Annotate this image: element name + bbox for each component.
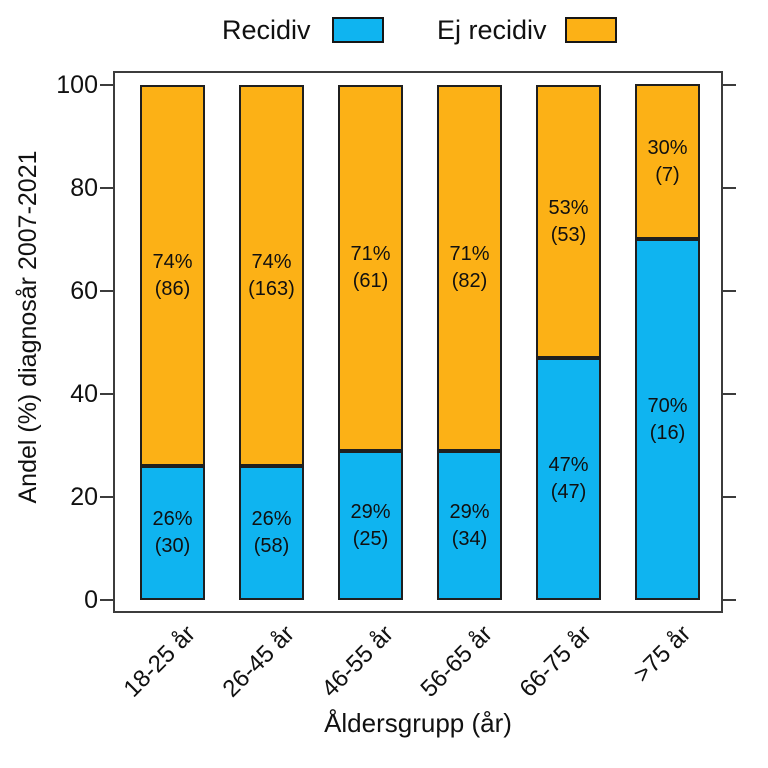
bar-segment-ej-recidiv-4: 71% (82): [437, 85, 502, 451]
bar-count-label: (58): [253, 535, 290, 557]
x-category-label-4: 56-65 år: [415, 620, 498, 703]
bar-count-label: (34): [451, 527, 488, 550]
y-tick-label-60: 60: [70, 277, 98, 305]
y-tick-left-80: [100, 187, 113, 189]
legend: Recidiv Ej recidiv: [0, 14, 768, 54]
bar-percent-label: 70%: [647, 394, 688, 417]
bar-count-label: (25): [352, 527, 389, 550]
y-tick-left-20: [100, 496, 113, 498]
x-category-label-1: 18-25 år: [118, 620, 201, 703]
x-category-label-5: 66-75 år: [514, 620, 597, 703]
bar-segment-ej-recidiv-2: 74% (163): [239, 85, 304, 466]
x-category-label-3: 46-55 år: [316, 620, 399, 703]
y-tick-left-60: [100, 290, 113, 292]
bar-segment-recidiv-5: 47% (47): [536, 358, 601, 600]
x-axis-title: Åldersgrupp (år): [324, 708, 512, 738]
bar-percent-label: 53%: [548, 196, 589, 219]
bar-segment-recidiv-1: 26% (30): [140, 466, 205, 600]
y-tick-left-100: [100, 84, 113, 86]
bar-percent-label: 26%: [152, 508, 193, 530]
y-tick-right-60: [723, 290, 736, 292]
y-tick-label-20: 20: [70, 483, 98, 511]
y-tick-label-40: 40: [70, 380, 98, 408]
bar-segment-recidiv-3: 29% (25): [338, 451, 403, 600]
bar-percent-label: 29%: [449, 500, 490, 523]
bar-count-label: (86): [154, 277, 191, 300]
bar-count-label: (47): [550, 481, 587, 503]
x-category-label-6: >75 år: [628, 620, 696, 688]
bar-percent-label: 74%: [152, 250, 193, 273]
bar-count-label: (16): [649, 421, 686, 444]
plot-area: 26% (30) 74% (86) 26% (58) 74% (163) 29% (25) 71% (…: [113, 71, 723, 613]
y-tick-left-0: [100, 599, 113, 601]
legend-label-ej-recidiv: Ej recidiv: [437, 15, 547, 45]
bar-count-label: (7): [655, 163, 680, 186]
bar-segment-ej-recidiv-5: 53% (53): [536, 85, 601, 358]
bar-percent-label: 47%: [548, 454, 589, 476]
y-tick-right-40: [723, 393, 736, 395]
y-tick-right-20: [723, 496, 736, 498]
bar-count-label: (82): [451, 270, 488, 292]
bar-percent-label: 29%: [350, 500, 391, 523]
legend-swatch-ej-recidiv-icon: [565, 17, 617, 43]
bar-percent-label: 71%: [350, 243, 391, 265]
y-tick-label-0: 0: [84, 586, 98, 614]
bar-percent-label: 71%: [449, 243, 490, 265]
y-tick-label-100: 100: [56, 71, 98, 99]
bar-segment-recidiv-6: 70% (16): [635, 239, 700, 600]
y-tick-right-0: [723, 599, 736, 601]
bar-segment-ej-recidiv-1: 74% (86): [140, 85, 205, 466]
bar-segment-ej-recidiv-3: 71% (61): [338, 85, 403, 451]
y-tick-right-80: [723, 187, 736, 189]
bar-count-label: (30): [154, 535, 191, 557]
bar-percent-label: 74%: [251, 250, 292, 273]
legend-label-recidiv: Recidiv: [222, 15, 311, 45]
bar-percent-label: 30%: [647, 136, 688, 159]
legend-swatch-recidiv-icon: [332, 17, 384, 43]
bar-segment-ej-recidiv-6: 30% (7): [635, 84, 700, 239]
y-tick-right-100: [723, 84, 736, 86]
bar-count-label: (61): [352, 270, 389, 292]
bar-segment-recidiv-2: 26% (58): [239, 466, 304, 600]
bar-count-label: (53): [550, 223, 587, 246]
y-tick-label-80: 80: [70, 174, 98, 202]
x-category-label-2: 26-45 år: [217, 620, 300, 703]
bar-percent-label: 26%: [251, 508, 292, 530]
y-tick-left-40: [100, 393, 113, 395]
bar-count-label: (163): [248, 277, 295, 300]
bar-segment-recidiv-4: 29% (34): [437, 451, 502, 600]
